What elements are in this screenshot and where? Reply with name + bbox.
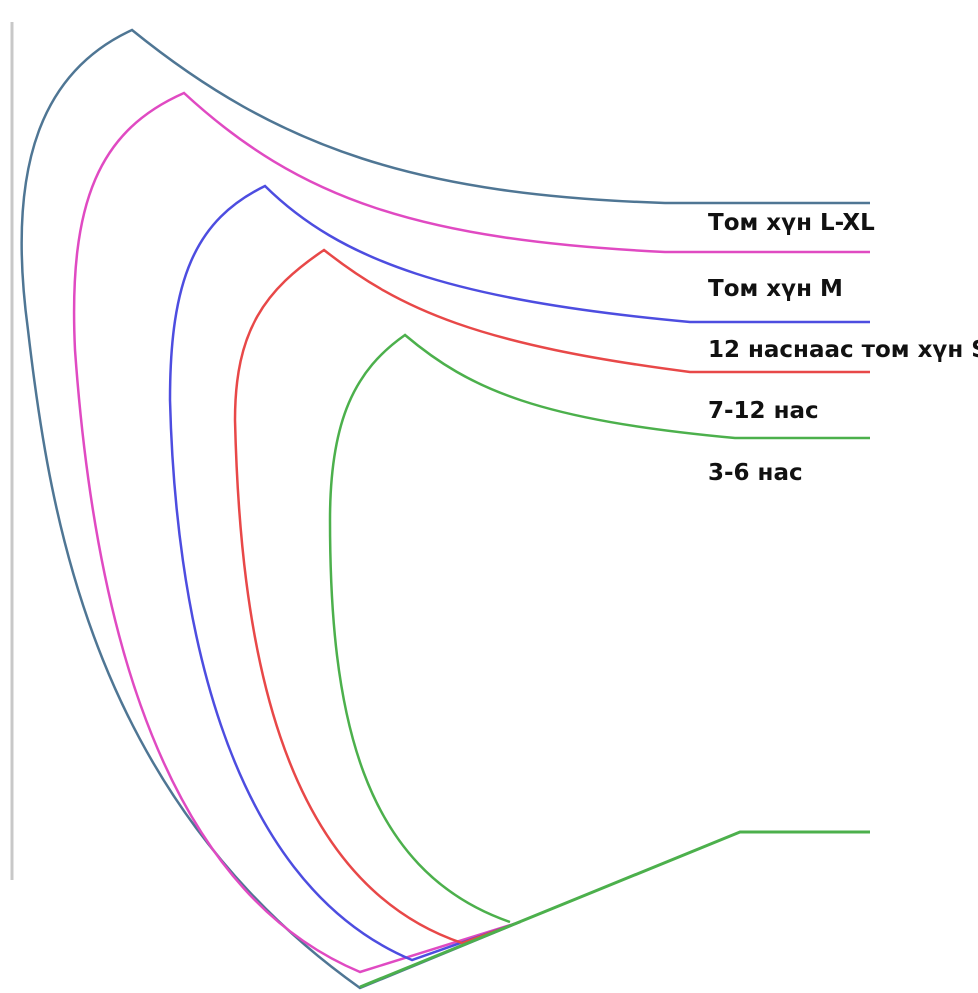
label-age-3-6: 3-6 нас (708, 460, 803, 486)
label-age-7-12: 7-12 нас (708, 398, 819, 424)
shared-bottom-edge (359, 830, 870, 989)
label-size-l-xl: Том хүн L-XL (708, 210, 875, 236)
outline-age-3-6 (328, 333, 870, 924)
outline-size-l-xl (20, 28, 870, 990)
label-size-m: Том хүн M (708, 276, 843, 302)
outline-size-s (168, 184, 870, 962)
label-size-s: 12 наснаас том хүн S (708, 337, 978, 363)
outline-age-7-12 (233, 248, 870, 945)
outline-size-m (72, 91, 870, 974)
